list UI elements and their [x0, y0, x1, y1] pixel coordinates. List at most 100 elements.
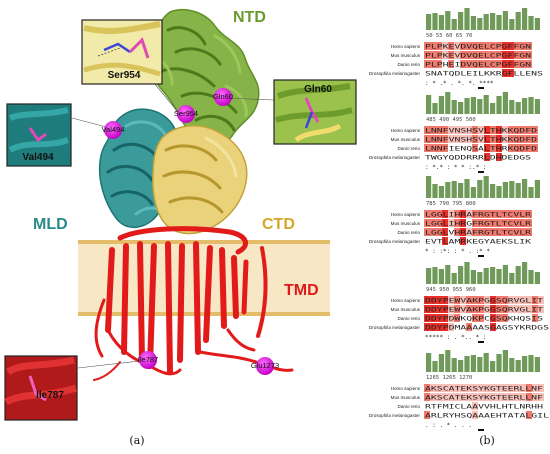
residue-cell [508, 126, 514, 134]
residue-cell [460, 314, 466, 322]
residue-cell [526, 144, 532, 152]
residue-cell [520, 60, 526, 68]
residue-cell [472, 144, 478, 152]
conservation-bar [445, 182, 451, 198]
residue-cell [466, 135, 472, 143]
residue-cell [448, 237, 454, 245]
species-label: Danio rerio [398, 316, 421, 321]
species-label: Homo sapiens [391, 386, 421, 391]
residue-cell [424, 402, 430, 410]
mutation-marker [478, 341, 484, 343]
residue-cell [520, 210, 526, 218]
residue-cell [508, 210, 514, 218]
residue-cell [502, 384, 508, 392]
residue-cell [514, 69, 520, 77]
sequence-row: LGGLIHRGFRGTLTCVLR [425, 220, 531, 227]
residue-cell [478, 228, 484, 236]
residue-cell [430, 402, 436, 410]
alignment-ruler: 785 790 795 800 [426, 201, 476, 207]
residue-cell [526, 135, 532, 143]
residue-cell [520, 51, 526, 59]
residue-cell [496, 314, 502, 322]
conservation-bar [451, 358, 457, 372]
conservation-bar [528, 16, 534, 30]
residue-cell [436, 384, 442, 392]
conservation-bar [426, 14, 432, 30]
residue-cell [526, 237, 532, 245]
conservation-bar [438, 186, 444, 198]
conservation-bar [432, 267, 438, 284]
residue-cell [466, 402, 472, 410]
residue-cell [526, 219, 532, 227]
residue-cell [430, 60, 436, 68]
residue-cell [484, 305, 490, 313]
residue-cell [532, 69, 538, 77]
residue-cell [520, 135, 526, 143]
residue-cell [532, 126, 538, 134]
conservation-bar [438, 354, 444, 372]
residue-cell [520, 237, 526, 245]
conservation-bar [502, 182, 508, 198]
species-label: Drosophila melanogaster [369, 413, 421, 418]
residue-cell [430, 411, 436, 419]
residue-cell [502, 153, 508, 161]
residue-cell [532, 393, 538, 401]
conservation-bar [458, 12, 464, 30]
residue-cell [478, 393, 484, 401]
consensus-row: : *.* : * * :.* : [425, 164, 486, 171]
conservation-bar [470, 355, 476, 372]
residue-cell [424, 210, 430, 218]
conservation-bar [496, 96, 502, 114]
residue-cell [424, 393, 430, 401]
conservation-bar [483, 268, 489, 284]
residue-cell [460, 384, 466, 392]
conservation-bar [451, 100, 457, 114]
alignment-ruler: 1265 1265 1270 [426, 375, 472, 381]
residue-cell [460, 153, 466, 161]
residue-cell [472, 393, 478, 401]
residue-cell [502, 69, 508, 77]
residue-cell [478, 42, 484, 50]
residue-cell [430, 228, 436, 236]
residue-cell [424, 219, 430, 227]
residue-cell [448, 384, 454, 392]
conservation-bar [483, 176, 489, 198]
conservation-bar [502, 350, 508, 372]
residue-cell [514, 237, 520, 245]
residue-cell [448, 144, 454, 152]
residue-cell [484, 228, 490, 236]
residue-cell [436, 228, 442, 236]
residue-cell [484, 314, 490, 322]
residue-cell [520, 402, 526, 410]
residue-cell [484, 60, 490, 68]
residue-cell [466, 237, 472, 245]
residue-cell [490, 323, 496, 331]
residue-cell [490, 384, 496, 392]
residue-cell [520, 314, 526, 322]
residue-cell [532, 144, 538, 152]
residue-cell [496, 402, 502, 410]
residue-cell [442, 51, 448, 59]
residue-cell [490, 42, 496, 50]
residue-cell [430, 153, 436, 161]
sequence-row: PLPKEVDVQELCPGFFGN [425, 52, 531, 59]
conservation-bar [438, 15, 444, 30]
residue-cell [460, 144, 466, 152]
residue-cell [520, 69, 526, 77]
residue-cell [430, 314, 436, 322]
residue-cell [490, 402, 496, 410]
residue-cell [454, 323, 460, 331]
mutation-marker [478, 87, 484, 89]
conservation-bar [496, 15, 502, 30]
residue-cell [532, 323, 538, 331]
residue-cell [514, 144, 520, 152]
residue-cell [448, 42, 454, 50]
residue-cell [526, 126, 532, 134]
residue-cell [454, 42, 460, 50]
alignment-block: 50 55 60 65 70 Homo sapiens PLPKEVDVQELCPG… [369, 8, 544, 89]
residue-cell [448, 411, 454, 419]
residue-cell [436, 411, 442, 419]
residue-cell [424, 42, 430, 50]
residue-cell [448, 219, 454, 227]
residue-cell [490, 60, 496, 68]
